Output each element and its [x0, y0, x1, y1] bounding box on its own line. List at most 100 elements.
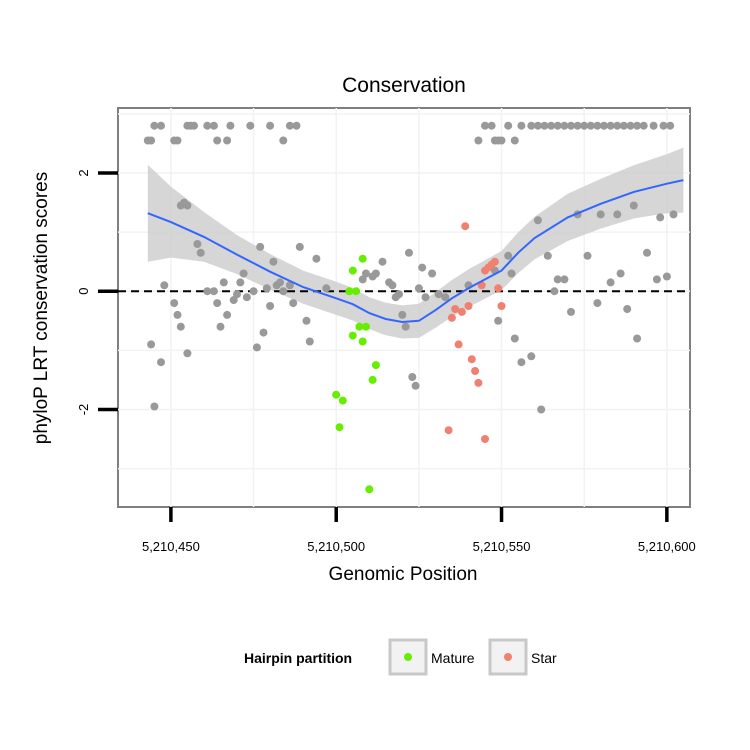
point-other	[547, 121, 556, 130]
x-axis: 5,210,450 5,210,500 5,210,550 5,210,600	[142, 507, 696, 554]
point-other	[279, 136, 288, 145]
point-other	[219, 278, 228, 287]
point-other	[193, 240, 202, 248]
point-other	[593, 121, 602, 130]
point-other	[553, 121, 562, 130]
point-other	[213, 299, 222, 308]
chart-title: Conservation	[342, 74, 466, 97]
point-star	[471, 367, 480, 375]
point-star	[467, 355, 476, 364]
point-other	[183, 349, 192, 358]
point-other	[405, 248, 413, 257]
point-other	[662, 272, 671, 281]
point-other	[362, 269, 370, 278]
point-other	[223, 136, 232, 145]
point-other	[510, 334, 519, 343]
point-other	[150, 402, 159, 411]
point-other	[322, 284, 331, 293]
point-other	[190, 121, 198, 130]
point-other	[233, 290, 241, 299]
y-axis-title: phyloP LRT conservation scores	[31, 172, 52, 445]
y-axis: -2 0 2	[76, 169, 118, 415]
y-tick-label: -2	[76, 404, 91, 416]
point-star	[461, 222, 470, 231]
point-mature	[338, 396, 347, 405]
point-other	[239, 269, 248, 278]
point-other	[606, 121, 615, 130]
point-other	[157, 358, 165, 367]
point-other	[203, 121, 212, 130]
point-other	[295, 242, 304, 251]
point-other	[398, 310, 407, 319]
point-other	[276, 278, 284, 287]
point-other	[613, 210, 622, 219]
point-other	[553, 275, 562, 284]
point-other	[418, 263, 427, 272]
point-other	[259, 328, 268, 337]
x-axis-title: Genomic Position	[329, 564, 478, 585]
point-star	[447, 313, 456, 322]
point-other	[659, 121, 668, 130]
point-other	[560, 121, 569, 130]
point-other	[252, 343, 261, 352]
point-other	[573, 121, 582, 130]
point-star	[444, 426, 453, 435]
point-other	[494, 316, 503, 325]
point-mature	[358, 337, 367, 346]
point-other	[246, 121, 255, 130]
point-star	[474, 378, 483, 387]
point-mature	[345, 287, 354, 296]
point-other	[147, 136, 156, 145]
point-other	[669, 210, 678, 219]
point-other	[504, 251, 513, 260]
point-other	[256, 242, 265, 251]
point-other	[537, 405, 546, 414]
point-other	[302, 316, 311, 325]
point-other	[236, 278, 245, 287]
x-tick-label: 5,210,600	[638, 539, 696, 554]
point-other	[292, 121, 301, 130]
point-other	[649, 121, 658, 130]
point-other	[421, 293, 430, 302]
point-other	[183, 201, 192, 210]
point-other	[586, 121, 595, 130]
point-other	[170, 299, 179, 308]
grid-lines	[118, 108, 690, 507]
point-other	[229, 296, 238, 305]
point-other	[160, 281, 169, 290]
point-mature	[348, 266, 357, 275]
point-other	[600, 121, 608, 130]
point-other	[613, 121, 622, 130]
point-other	[616, 269, 625, 278]
point-other	[395, 290, 403, 299]
point-other	[639, 121, 648, 130]
point-other	[527, 352, 536, 361]
point-other	[633, 334, 642, 343]
point-other	[279, 287, 288, 296]
point-other	[176, 322, 185, 331]
smooth-fit-line	[147, 179, 684, 324]
point-mature	[352, 287, 361, 296]
point-other	[606, 278, 615, 287]
point-other	[497, 136, 506, 145]
point-other	[623, 305, 632, 313]
point-other	[441, 293, 450, 302]
point-other	[378, 257, 387, 266]
point-other	[593, 299, 602, 308]
point-other	[209, 121, 218, 130]
y-tick-label: 2	[76, 169, 91, 176]
point-other	[567, 121, 575, 130]
point-star	[481, 435, 489, 443]
point-mature	[371, 361, 380, 370]
point-other	[510, 136, 519, 145]
legend-swatch-mature	[404, 653, 412, 661]
point-star	[451, 305, 460, 313]
y-tick-label: 0	[76, 288, 91, 295]
point-mature	[335, 423, 344, 432]
point-other	[550, 287, 559, 296]
point-other	[560, 275, 569, 284]
point-other	[388, 281, 397, 290]
point-star	[490, 257, 499, 266]
point-other	[414, 284, 423, 293]
point-other	[504, 121, 513, 130]
